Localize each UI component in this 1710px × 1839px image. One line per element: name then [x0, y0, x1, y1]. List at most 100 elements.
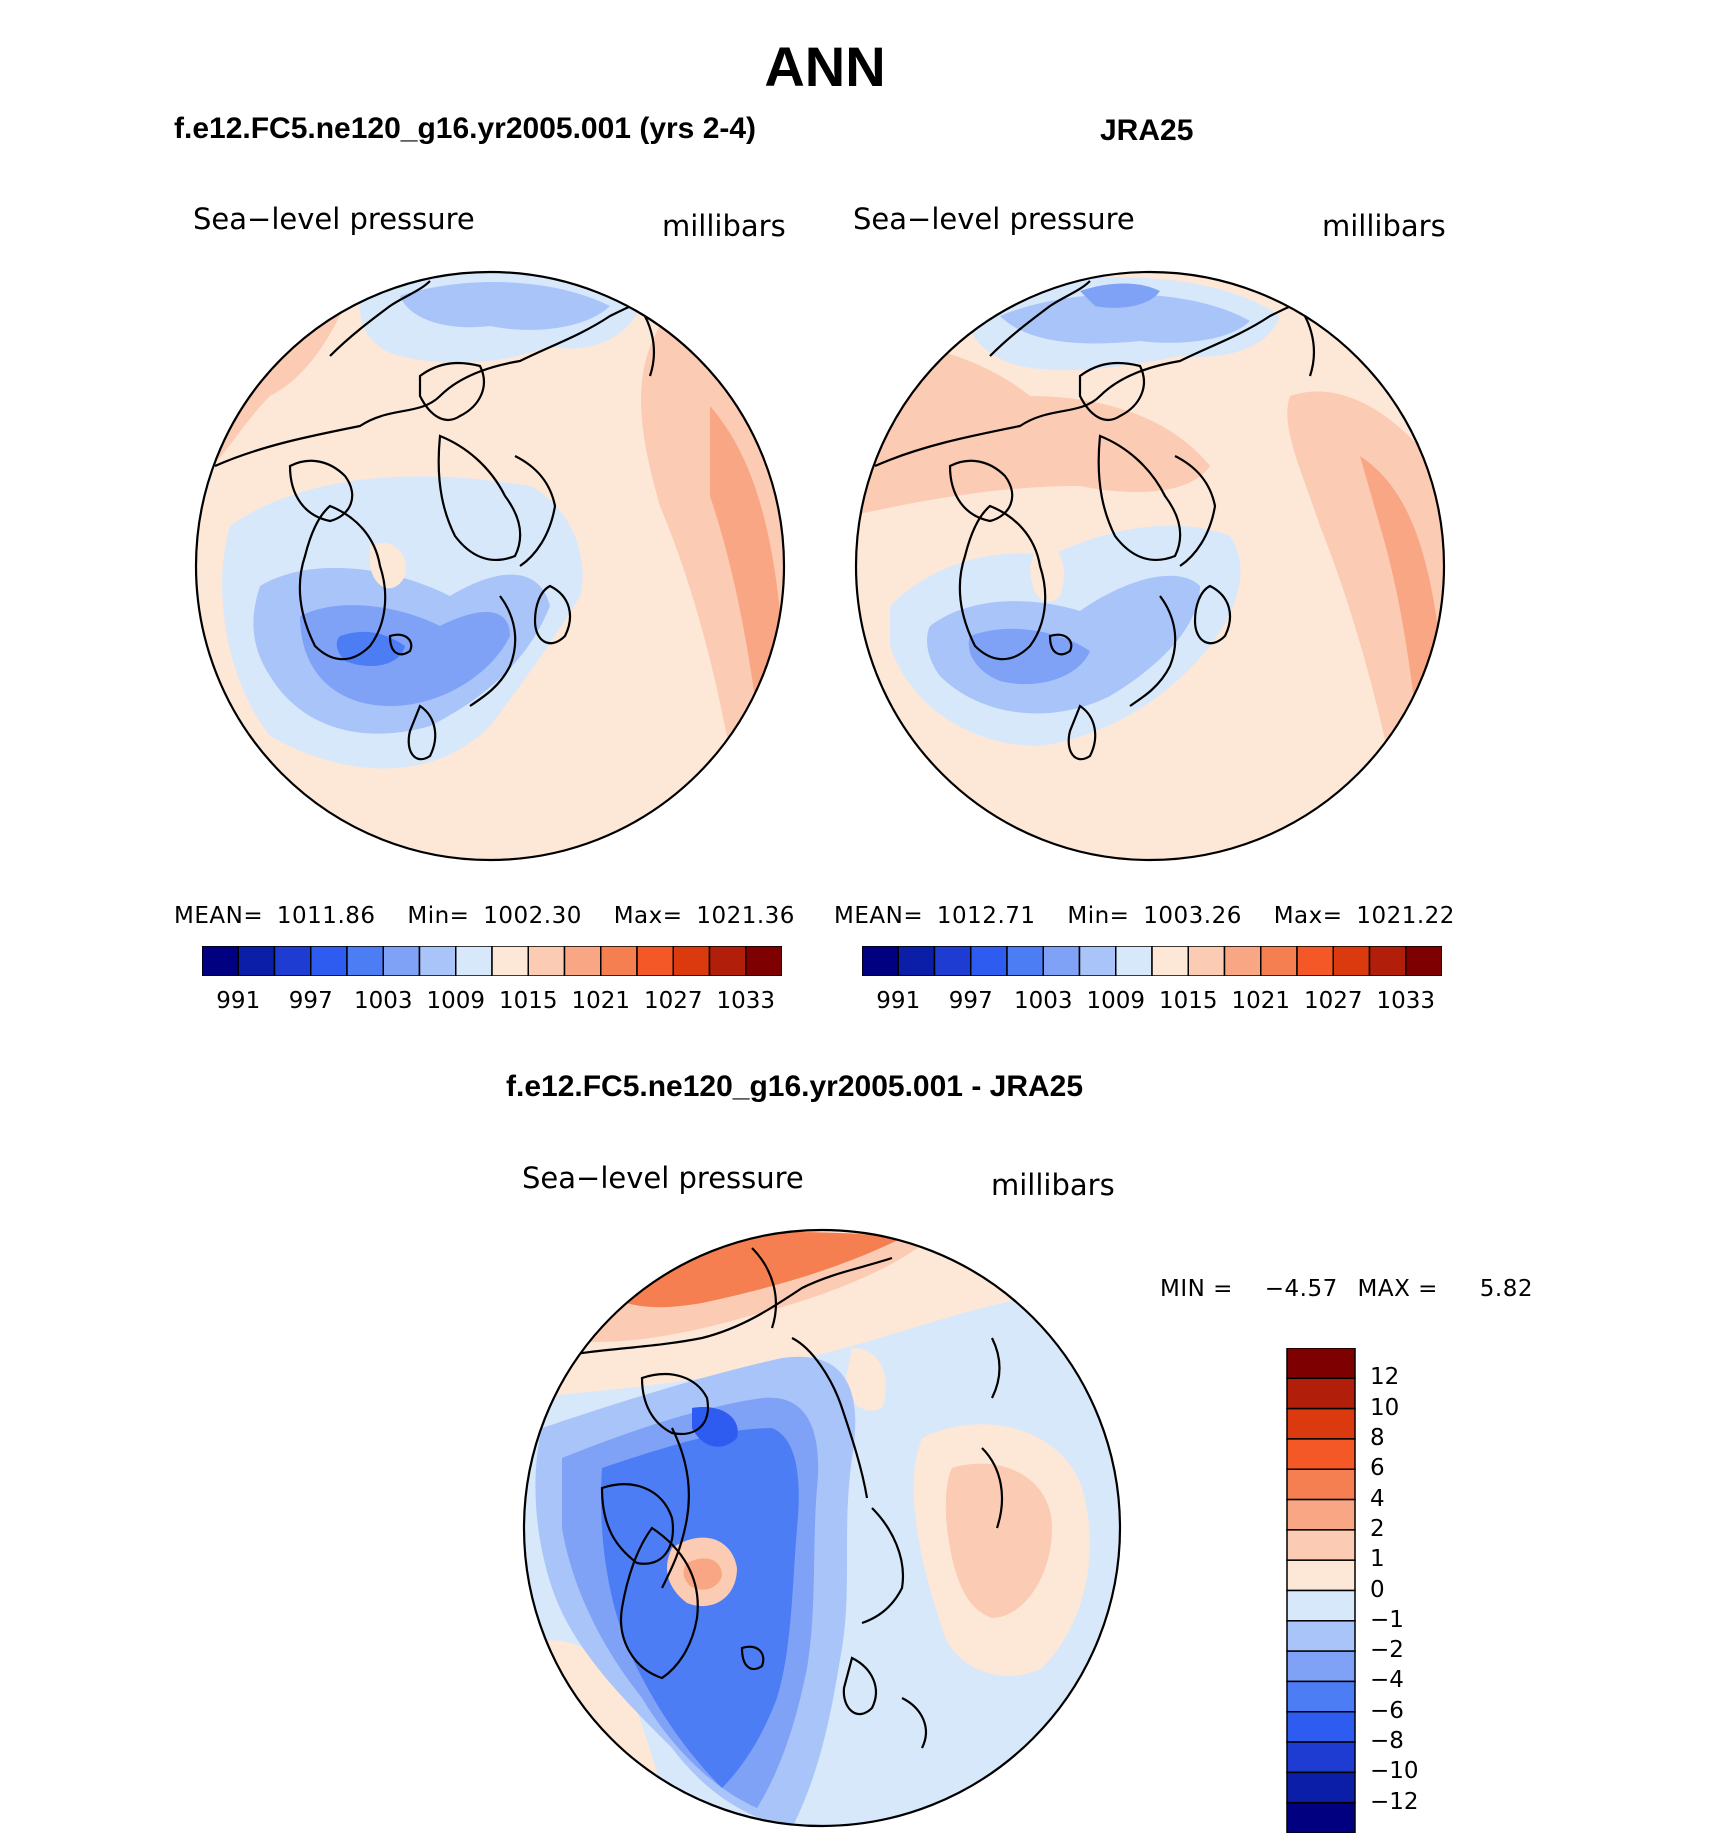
colorbar-tick-label: 10	[1370, 1394, 1400, 1421]
colorbar-swatch	[237, 946, 276, 976]
colorbar-swatch	[491, 946, 529, 976]
units-label-diff: millibars	[991, 1168, 1115, 1202]
colorbar-tick-label: 1009	[426, 988, 486, 1014]
colorbar-swatch	[418, 946, 457, 976]
colorbar-swatch	[1286, 1407, 1356, 1440]
colorbar-tick-label: 991	[216, 988, 261, 1014]
colorbar-swatch	[1187, 946, 1226, 976]
colorbar-tick-label: 8	[1370, 1424, 1385, 1451]
colorbar-swatch	[672, 946, 711, 976]
colorbar-tick-label: 1021	[571, 988, 631, 1014]
colorbar-swatch	[1286, 1438, 1356, 1470]
polar-map-obs	[854, 270, 1446, 862]
colorbar-tick-label: 1021	[1231, 988, 1291, 1014]
colorbar-swatch	[1151, 946, 1189, 976]
colorbar-tick-label: −6	[1370, 1697, 1404, 1724]
units-label-obs: millibars	[1322, 209, 1446, 243]
max-value: 5.82	[1479, 1276, 1533, 1302]
colorbar-swatch	[563, 946, 602, 976]
min-value: 1002.30	[483, 903, 582, 929]
max-label: MAX =	[1357, 1276, 1438, 1302]
colorbar-tick-label: 1015	[1158, 988, 1218, 1014]
colorbar-tick-label: 1033	[1376, 988, 1436, 1014]
colorbar-model	[202, 946, 782, 976]
colorbar-swatch	[1332, 946, 1371, 976]
colorbar-swatch	[862, 946, 899, 976]
min-label: MIN =	[1160, 1276, 1233, 1302]
colorbar-swatch	[600, 946, 638, 976]
colorbar-tick-label: 1027	[1303, 988, 1363, 1014]
polar-map-diff	[522, 1228, 1122, 1828]
polar-map-model	[194, 270, 786, 862]
colorbar-swatch	[382, 946, 421, 976]
colorbar-swatch	[1260, 946, 1298, 976]
colorbar-tick-label: 0	[1370, 1576, 1385, 1603]
colorbar-swatch	[1286, 1559, 1356, 1592]
colorbar-swatch	[1115, 946, 1153, 976]
colorbar-swatch	[1006, 946, 1044, 976]
colorbar-obs	[862, 946, 1442, 976]
colorbar-swatch	[708, 946, 747, 976]
variable-label-model: Sea−level pressure	[193, 202, 475, 236]
mean-label: MEAN=	[834, 903, 924, 929]
colorbar-swatch	[1286, 1498, 1356, 1531]
colorbar-swatch	[310, 946, 348, 976]
colorbar-tick-label: 1033	[716, 988, 776, 1014]
min-value: −4.57	[1264, 1276, 1338, 1302]
colorbar-swatch	[1286, 1771, 1356, 1804]
colorbar-tick-label: 991	[876, 988, 921, 1014]
colorbar-tick-label: 997	[948, 988, 993, 1014]
colorbar-tick-label: −12	[1370, 1788, 1419, 1815]
stats-diff: MIN = −4.57 MAX = 5.82	[1160, 1276, 1533, 1302]
colorbar-swatch	[1286, 1529, 1356, 1561]
colorbar-swatch	[897, 946, 936, 976]
variable-label-diff: Sea−level pressure	[522, 1161, 804, 1195]
colorbar-swatch	[1286, 1650, 1356, 1683]
colorbar-swatch	[1286, 1348, 1356, 1380]
max-label: Max=	[613, 903, 683, 929]
colorbar-tick-label: 6	[1370, 1455, 1385, 1482]
colorbar-swatch	[1368, 946, 1407, 976]
colorbar-swatch	[1286, 1741, 1356, 1774]
units-label-model: millibars	[662, 209, 786, 243]
colorbar-swatch	[1286, 1620, 1356, 1652]
colorbar-tick-label: −4	[1370, 1667, 1404, 1694]
colorbar-tick-label: 2	[1370, 1515, 1385, 1542]
stats-model: MEAN= 1011.86 Min= 1002.30 Max= 1021.36	[174, 903, 795, 929]
colorbar-tick-label: −1	[1370, 1606, 1404, 1633]
panel-title-obs: JRA25	[1100, 114, 1194, 147]
colorbar-swatch	[1286, 1377, 1356, 1410]
colorbar-tick-label: −2	[1370, 1637, 1404, 1664]
colorbar-swatch	[1286, 1468, 1356, 1501]
colorbar-swatch	[527, 946, 566, 976]
colorbar-ticks-model: 991 997 1003 1009 1015 1021 1027 1033	[202, 988, 782, 1018]
colorbar-swatch	[933, 946, 972, 976]
colorbar-tick-label: −10	[1370, 1758, 1419, 1785]
colorbar-swatch	[745, 946, 782, 976]
min-label: Min=	[407, 903, 470, 929]
colorbar-tick-label: 4	[1370, 1485, 1385, 1512]
colorbar-swatch	[1286, 1711, 1356, 1743]
colorbar-diff	[1286, 1348, 1356, 1833]
stats-obs: MEAN= 1012.71 Min= 1003.26 Max= 1021.22	[834, 903, 1455, 929]
mean-label: MEAN=	[174, 903, 264, 929]
mean-value: 1011.86	[276, 903, 376, 929]
colorbar-swatch	[346, 946, 384, 976]
colorbar-tick-label: 1027	[643, 988, 703, 1014]
colorbar-tick-label: −8	[1370, 1728, 1404, 1755]
colorbar-ticks-diff: 12 10 8 6 4 2 1 0 −1 −2 −4 −6 −8 −10 −12	[1370, 1348, 1490, 1833]
colorbar-swatch	[202, 946, 239, 976]
colorbar-tick-label: 1003	[353, 988, 413, 1014]
colorbar-swatch	[1286, 1589, 1356, 1622]
panel-title-diff: f.e12.FC5.ne120_g16.yr2005.001 - JRA25	[506, 1070, 1084, 1103]
colorbar-tick-label: 12	[1370, 1364, 1400, 1391]
panel-title-model: f.e12.FC5.ne120_g16.yr2005.001 (yrs 2-4)	[174, 112, 757, 145]
colorbar-tick-label: 1	[1370, 1546, 1385, 1573]
colorbar-swatch	[1286, 1680, 1356, 1713]
colorbar-swatch	[1286, 1801, 1356, 1833]
mean-value: 1012.71	[936, 903, 1036, 929]
colorbar-swatch	[1042, 946, 1081, 976]
variable-label-obs: Sea−level pressure	[853, 202, 1135, 236]
colorbar-swatch	[1078, 946, 1117, 976]
colorbar-swatch	[455, 946, 493, 976]
